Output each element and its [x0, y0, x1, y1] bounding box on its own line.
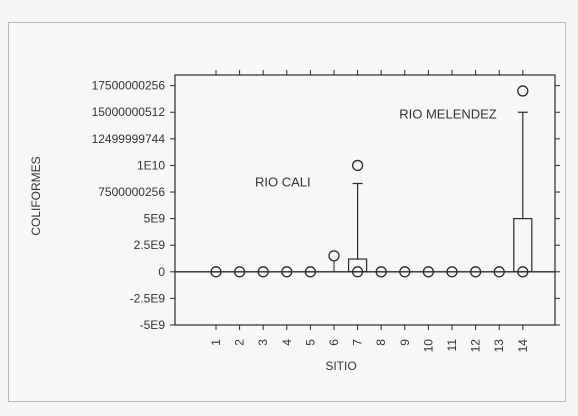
outlier-point — [517, 266, 529, 278]
outlier-point — [399, 266, 411, 278]
x-tick-label: 1 — [209, 339, 223, 346]
x-axis-title: SITIO — [325, 359, 356, 373]
x-tick-label: 3 — [256, 339, 270, 346]
y-tick-label: 0 — [158, 265, 165, 279]
outlier-point — [375, 266, 387, 278]
annotation-label: RIO CALI — [255, 175, 311, 190]
outlier-point — [351, 266, 364, 278]
plot-area-border — [174, 74, 556, 326]
annotation-label: RIO MELENDEZ — [399, 107, 497, 122]
x-tick-label: 5 — [303, 339, 317, 346]
outlier-point — [446, 266, 458, 278]
y-tick-label: 12499999744 — [92, 132, 166, 146]
outlier-point — [328, 250, 340, 262]
y-tick-label: 15000000512 — [92, 105, 166, 119]
x-tick-label: 9 — [398, 339, 412, 346]
y-tick-label: 17500000256 — [92, 79, 166, 93]
x-tick-label: 6 — [327, 339, 341, 346]
chart-frame — [8, 22, 566, 402]
outlier-point — [422, 266, 435, 278]
x-tick-label: 7 — [351, 339, 365, 346]
outlier-point — [210, 266, 222, 278]
y-axis-title: COLIFORMES — [29, 156, 43, 235]
y-tick-label: 5E9 — [144, 212, 166, 226]
y-tick-label: 1E10 — [137, 158, 165, 172]
x-tick-label: 8 — [374, 339, 388, 346]
box-iqr — [348, 258, 368, 273]
box-iqr — [513, 218, 533, 273]
y-tick-label: -5E9 — [140, 318, 166, 332]
x-tick-label: 2 — [233, 339, 247, 346]
outlier-point — [304, 266, 317, 278]
x-tick-label: 10 — [421, 339, 435, 353]
x-tick-label: 4 — [280, 339, 294, 346]
x-tick-label: 13 — [492, 339, 506, 353]
outlier-point — [493, 266, 505, 278]
y-tick-label: 2.5E9 — [134, 238, 166, 252]
outlier-point — [257, 266, 269, 278]
outlier-point — [517, 85, 529, 97]
outlier-point — [281, 266, 293, 278]
outlier-point — [233, 266, 246, 278]
outlier-point — [351, 159, 364, 172]
outlier-point — [469, 266, 482, 278]
y-tick-label: 7500000256 — [98, 185, 165, 199]
y-tick-label: -2.5E9 — [130, 291, 166, 305]
x-tick-label: 14 — [516, 339, 530, 353]
x-tick-label: 11 — [445, 339, 459, 352]
x-tick-label: 12 — [469, 339, 483, 353]
